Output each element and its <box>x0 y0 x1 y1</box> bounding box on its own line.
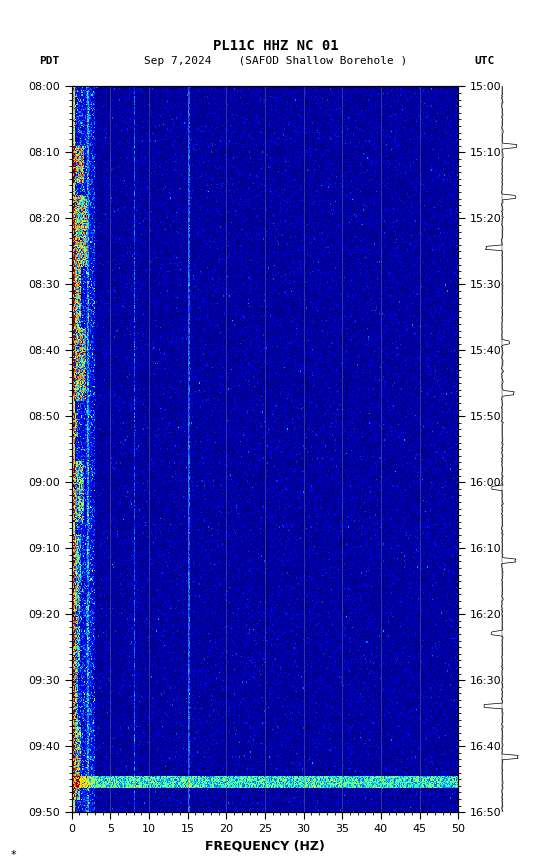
Text: UTC: UTC <box>475 56 495 67</box>
Text: PL11C HHZ NC 01: PL11C HHZ NC 01 <box>213 39 339 53</box>
Text: PDT: PDT <box>39 56 59 67</box>
Text: Sep 7,2024    (SAFOD Shallow Borehole ): Sep 7,2024 (SAFOD Shallow Borehole ) <box>145 56 407 67</box>
X-axis label: FREQUENCY (HZ): FREQUENCY (HZ) <box>205 840 325 853</box>
Text: *: * <box>11 849 17 860</box>
